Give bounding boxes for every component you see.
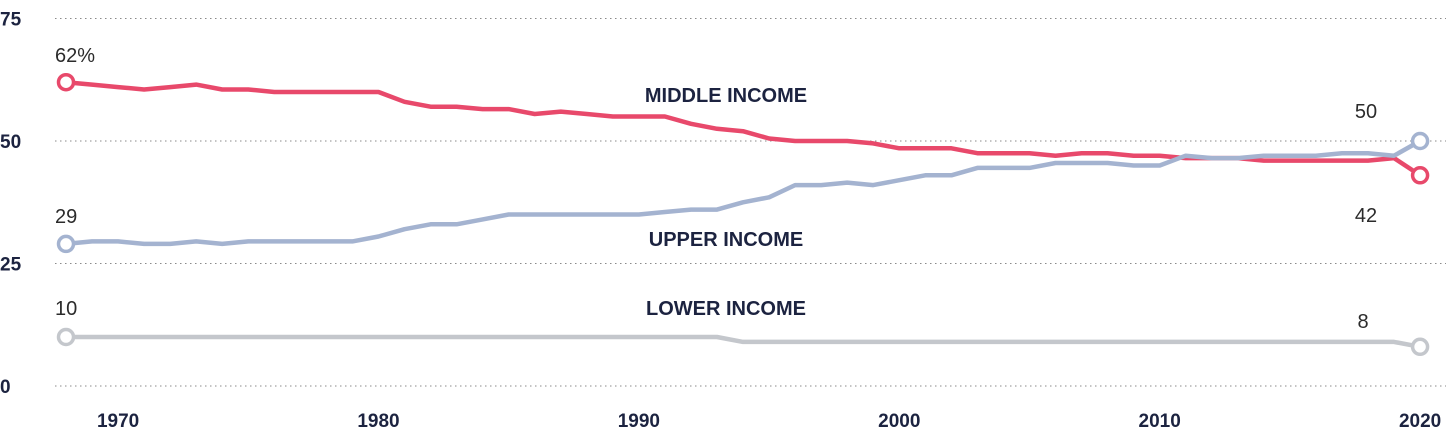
series-label-upper-income: UPPER INCOME xyxy=(649,229,803,251)
series-start-point-lower-income xyxy=(56,327,76,347)
series-end-point-upper-income xyxy=(1410,131,1430,151)
x-tick-label-2020: 2020 xyxy=(1399,411,1441,432)
series-label-lower-income: LOWER INCOME xyxy=(646,298,806,320)
annotations: MIDDLE INCOME UPPER INCOME LOWER INCOME … xyxy=(55,45,1377,333)
upper-income-start-label: 29 xyxy=(55,206,77,228)
lower-income-start-label: 10 xyxy=(55,298,77,320)
x-tick-label-1990: 1990 xyxy=(618,411,660,432)
y-tick-label-25: 25 xyxy=(0,255,22,276)
series-end-point-lower-income xyxy=(1410,337,1430,357)
series-start-point-middle-income xyxy=(56,72,76,92)
x-tick-label-2000: 2000 xyxy=(878,411,920,432)
series-label-middle-income: MIDDLE INCOME xyxy=(645,85,807,107)
series-line-lower-income xyxy=(63,334,1423,350)
upper-income-end-label: 50 xyxy=(1355,101,1377,123)
x-tick-label-1970: 1970 xyxy=(97,411,139,432)
gridlines xyxy=(55,18,1446,387)
y-axis-ticks: 0 25 50 75 xyxy=(0,10,22,399)
x-axis-ticks: 1970 1980 1990 2000 2010 2020 xyxy=(97,411,1441,432)
series-start-point-upper-income xyxy=(56,234,76,254)
series-lines xyxy=(56,72,1430,357)
lower-income-end-label: 8 xyxy=(1357,311,1368,333)
y-tick-label-0: 0 xyxy=(0,377,11,398)
y-tick-label-50: 50 xyxy=(0,132,21,153)
middle-income-start-label: 62% xyxy=(55,45,95,67)
y-tick-label-75: 75 xyxy=(0,10,22,31)
middle-income-end-label: 42 xyxy=(1355,205,1377,227)
series-end-point-middle-income xyxy=(1410,166,1430,185)
x-tick-label-1980: 1980 xyxy=(357,411,399,432)
x-tick-label-2010: 2010 xyxy=(1139,411,1181,432)
series-line-upper-income xyxy=(63,138,1423,247)
